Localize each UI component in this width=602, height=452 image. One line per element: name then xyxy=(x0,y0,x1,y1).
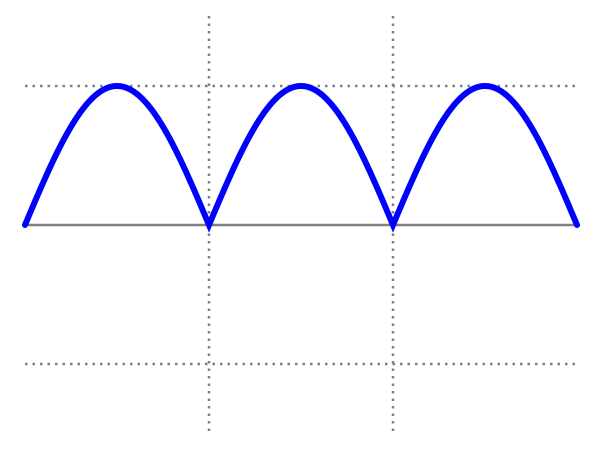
series-layer xyxy=(22,82,580,233)
series-line-0 xyxy=(22,82,580,233)
